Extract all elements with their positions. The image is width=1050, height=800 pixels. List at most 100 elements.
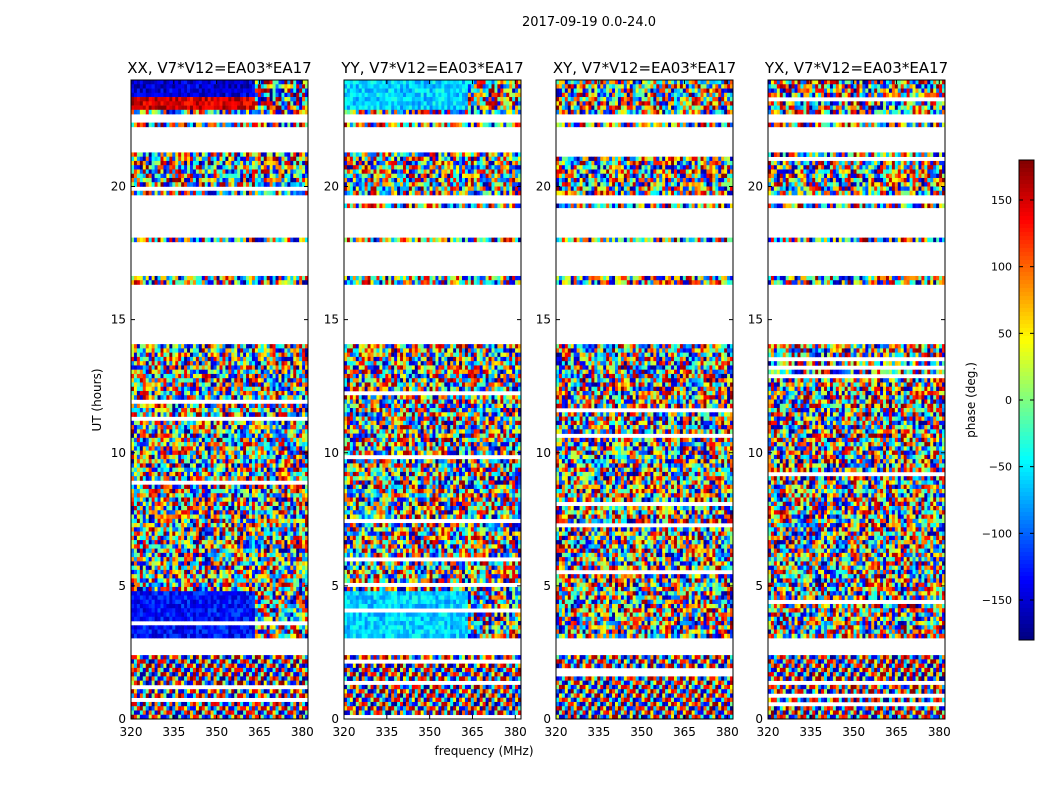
heatmap-cell [154, 493, 158, 498]
heatmap-cell [136, 105, 141, 111]
heatmap-cell [237, 182, 241, 187]
heatmap-cell [290, 514, 294, 520]
heatmap-cell [192, 344, 197, 349]
heatmap-cell [154, 454, 158, 460]
heatmap-cell [240, 518, 244, 524]
heatmap-cell [305, 156, 309, 162]
heatmap-cell [145, 169, 149, 175]
heatmap-cell [184, 365, 188, 370]
heatmap-cell [257, 616, 262, 622]
heatmap-cell [210, 497, 214, 503]
heatmap-cell [293, 390, 297, 396]
heatmap-cell [190, 152, 194, 157]
heatmap-cell [163, 501, 167, 507]
heatmap-cell [195, 501, 200, 507]
heatmap-cell [290, 459, 294, 464]
heatmap-cell [181, 531, 185, 537]
heatmap-cell [204, 433, 208, 439]
heatmap-cell [231, 177, 235, 183]
heatmap-cell [195, 352, 200, 358]
heatmap-cell [216, 561, 220, 566]
heatmap-cell [246, 552, 250, 558]
heatmap-cell [302, 101, 306, 106]
heatmap-cell [228, 544, 232, 549]
heatmap-cell [299, 97, 303, 102]
heatmap-cell [184, 84, 188, 89]
heatmap-cell [251, 88, 256, 94]
heatmap-cell [240, 446, 244, 451]
heatmap-cell [195, 531, 200, 537]
heatmap-cell [293, 152, 297, 157]
heatmap-cell [246, 365, 250, 370]
heatmap-cell [160, 595, 164, 601]
heatmap-cell [281, 190, 285, 196]
heatmap-cell [243, 616, 247, 622]
heatmap-cell [172, 169, 176, 175]
heatmap-cell [157, 510, 161, 515]
heatmap-cell [275, 463, 279, 468]
heatmap-cell [154, 182, 158, 187]
heatmap-cell [228, 442, 232, 447]
heatmap-cell [246, 599, 250, 605]
heatmap-cell [133, 382, 138, 388]
heatmap-cell [145, 540, 149, 545]
heatmap-cell [213, 557, 217, 562]
heatmap-cell [246, 92, 250, 98]
heatmap-cell [305, 523, 309, 528]
heatmap-cell [284, 109, 288, 115]
heatmap-cell [204, 557, 208, 562]
heatmap-cell [272, 569, 276, 575]
heatmap-cell [296, 386, 300, 392]
heatmap-cell [151, 344, 155, 349]
heatmap-cell [234, 557, 238, 562]
heatmap-cell [139, 395, 144, 400]
heatmap-cell [145, 488, 149, 494]
heatmap-cell [192, 373, 197, 379]
heatmap-cell [266, 420, 270, 426]
heatmap-cell [225, 527, 229, 532]
heatmap-cell [142, 382, 147, 388]
heatmap-cell [225, 425, 229, 430]
heatmap-cell [151, 352, 155, 358]
heatmap-cell [305, 412, 309, 417]
heatmap-cell [305, 378, 309, 383]
heatmap-cell [136, 122, 141, 128]
heatmap-cell [163, 433, 167, 439]
heatmap-cell [160, 535, 164, 541]
heatmap-cell [145, 173, 149, 179]
heatmap-cell [222, 403, 226, 409]
heatmap-cell [225, 561, 229, 566]
heatmap-cell [287, 420, 291, 426]
heatmap-cell [136, 484, 141, 490]
heatmap-cell [160, 403, 164, 409]
heatmap-cell [251, 437, 256, 443]
heatmap-cell [192, 109, 197, 115]
heatmap-cell [181, 565, 185, 571]
heatmap-cell [160, 552, 164, 558]
heatmap-cell [160, 97, 164, 102]
heatmap-cell [293, 160, 297, 166]
heatmap-cell [231, 450, 235, 456]
heatmap-cell [237, 578, 241, 583]
heatmap-cell [204, 527, 208, 532]
heatmap-cell [133, 390, 138, 396]
heatmap-cell [187, 535, 191, 541]
heatmap-cell [145, 373, 149, 379]
heatmap-cell [269, 459, 273, 464]
heatmap-cell [204, 356, 208, 362]
heatmap-cell [281, 420, 285, 426]
heatmap-cell [293, 412, 297, 417]
heatmap-cell [198, 177, 203, 183]
heatmap-cell [231, 173, 235, 179]
heatmap-cell [216, 557, 220, 562]
heatmap-cell [195, 165, 200, 170]
heatmap-cell [201, 454, 206, 460]
heatmap-cell [275, 454, 279, 460]
heatmap-cell [272, 561, 276, 566]
heatmap-cell [157, 565, 161, 571]
heatmap-cell [213, 608, 217, 613]
heatmap-cell [243, 510, 247, 515]
heatmap-cell [275, 84, 279, 89]
heatmap-cell [195, 523, 200, 528]
heatmap-cell [278, 484, 282, 490]
